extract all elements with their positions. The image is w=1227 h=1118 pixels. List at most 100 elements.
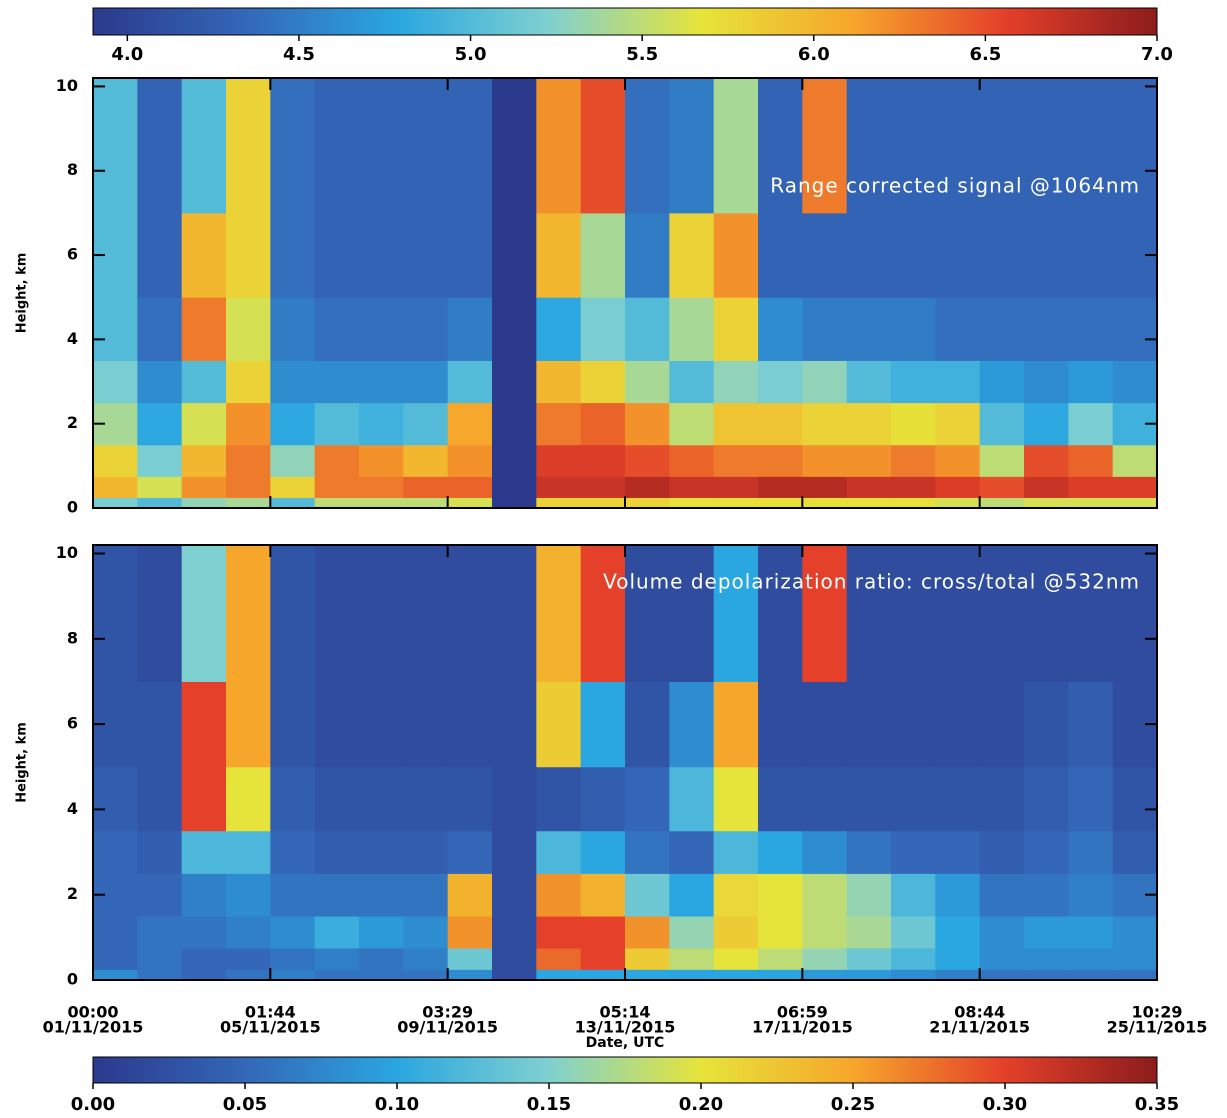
heatmap-cell: [181, 78, 227, 214]
heatmap-cell: [359, 873, 404, 917]
heatmap-cell: [935, 476, 981, 498]
heatmap-cell: [536, 916, 582, 949]
heatmap-cell: [492, 476, 537, 498]
heatmap-cell: [669, 830, 715, 874]
heatmap-cell: [669, 969, 715, 981]
heatmap-cell: [270, 444, 316, 477]
heatmap-cell: [625, 916, 670, 949]
heatmap-cell: [492, 948, 537, 970]
heatmap-cell: [758, 681, 803, 768]
x-tick-label: 00:00: [68, 1003, 119, 1022]
heatmap-cell: [536, 476, 582, 498]
heatmap-cell: [536, 766, 582, 832]
heatmap-cell: [1068, 681, 1114, 768]
heatmap-cell: [403, 916, 449, 949]
y-axis-label: Height, km: [15, 722, 30, 803]
heatmap-cell: [226, 402, 271, 446]
heatmap-cell: [625, 545, 670, 682]
colorbar: [92, 1056, 1158, 1084]
heatmap-cell: [492, 681, 537, 768]
heatmap-cell: [314, 444, 360, 477]
heatmap-cell: [891, 545, 936, 682]
heatmap-cell: [758, 916, 803, 949]
heatmap-cell: [314, 497, 360, 509]
heatmap-cell: [359, 212, 404, 298]
heatmap-cell: [403, 212, 449, 298]
heatmap-cell: [979, 402, 1025, 446]
heatmap-cell: [137, 402, 183, 446]
heatmap-cell: [270, 497, 316, 509]
y-tick-label: 2: [67, 413, 78, 432]
heatmap-cell: [625, 444, 670, 477]
heatmap-cell: [802, 402, 848, 446]
heatmap-cell: [891, 873, 936, 917]
heatmap-cell: [137, 360, 183, 404]
heatmap-cell: [403, 766, 449, 832]
heatmap-cell: [979, 873, 1025, 917]
heatmap-cell: [1068, 402, 1114, 446]
heatmap-cell: [137, 545, 183, 682]
y-tick-label: 8: [67, 160, 78, 179]
heatmap-cell: [625, 402, 670, 446]
heatmap-cell: [492, 916, 537, 949]
heatmap-cell: [669, 497, 715, 509]
heatmap-cell: [226, 969, 271, 981]
heatmap-cell: [314, 766, 360, 832]
heatmap-cell: [846, 212, 892, 298]
heatmap-cell: [979, 969, 1025, 981]
heatmap-cell: [891, 212, 936, 298]
heatmap-cell: [935, 297, 981, 361]
heatmap-cell: [403, 402, 449, 446]
heatmap-cell: [979, 212, 1025, 298]
heatmap-cell: [536, 545, 582, 682]
colorbar-tick-label: 6.5: [969, 44, 1001, 65]
heatmap-cell: [758, 497, 803, 509]
heatmap-cell: [891, 476, 936, 498]
x-tick-label: 06:59: [777, 1003, 828, 1022]
heatmap-cell: [403, 948, 449, 970]
heatmap-cell: [314, 873, 360, 917]
heatmap-cell: [226, 360, 271, 404]
heatmap-cell: [536, 497, 582, 509]
heatmap-cell: [226, 212, 271, 298]
heatmap-cell: [226, 297, 271, 361]
x-axis-label: Date, UTC: [586, 1035, 665, 1051]
heatmap-cell: [1024, 681, 1069, 768]
heatmap-cell: [846, 78, 892, 214]
y-tick-label: 8: [67, 628, 78, 647]
heatmap-cell: [93, 297, 138, 361]
heatmap-cell: [137, 444, 183, 477]
heatmap-cell: [758, 969, 803, 981]
heatmap-cell: [758, 402, 803, 446]
heatmap-cell: [270, 681, 316, 768]
annotation: Volume depolarization ratio: cross/total…: [603, 570, 1140, 594]
heatmap-cell: [846, 497, 892, 509]
heatmap-cell: [802, 766, 848, 832]
heatmap-cell: [492, 873, 537, 917]
heatmap-cell: [270, 969, 316, 981]
heatmap-cell: [979, 497, 1025, 509]
heatmap-cell: [891, 297, 936, 361]
heatmap-cell: [403, 873, 449, 917]
heatmap-cell: [580, 497, 626, 509]
y-tick-label: 10: [56, 543, 78, 562]
heatmap-cell: [447, 402, 493, 446]
x-tick-label: 03:29: [422, 1003, 473, 1022]
heatmap-cell: [359, 297, 404, 361]
y-tick-label: 0: [67, 970, 78, 989]
heatmap-cell: [1112, 830, 1158, 874]
heatmap-cell: [1024, 916, 1069, 949]
heatmap-cell: [1024, 948, 1069, 970]
heatmap-cell: [137, 766, 183, 832]
heatmap-cell: [979, 78, 1025, 214]
heatmap-cell: [1068, 360, 1114, 404]
heatmap-cell: [1024, 969, 1069, 981]
heatmap-cell: [359, 681, 404, 768]
heatmap-cell: [447, 948, 493, 970]
heatmap-cell: [802, 212, 848, 298]
heatmap-cell: [979, 444, 1025, 477]
heatmap-cell: [979, 681, 1025, 768]
heatmap-cell: [137, 969, 183, 981]
heatmap-cell: [536, 948, 582, 970]
heatmap-cell: [669, 766, 715, 832]
